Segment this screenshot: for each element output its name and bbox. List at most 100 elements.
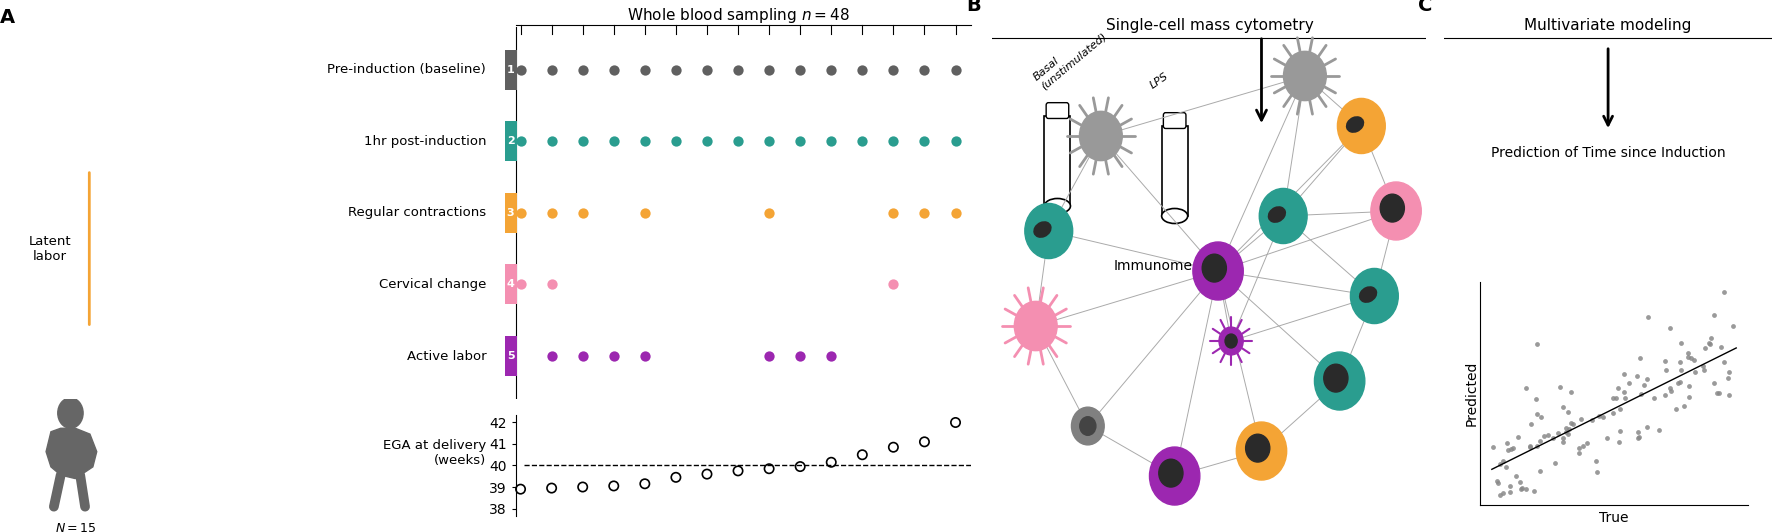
Circle shape bbox=[1079, 111, 1122, 161]
Point bbox=[693, 470, 721, 478]
Point bbox=[817, 65, 845, 74]
Point bbox=[1676, 354, 1705, 363]
Point bbox=[1582, 457, 1611, 466]
Point bbox=[1522, 410, 1550, 419]
Point bbox=[911, 137, 939, 145]
Point bbox=[631, 137, 659, 145]
Point bbox=[661, 473, 689, 481]
Point bbox=[537, 280, 565, 289]
Point bbox=[817, 137, 845, 145]
Point bbox=[1666, 339, 1694, 347]
Point bbox=[1666, 378, 1694, 387]
Point bbox=[1501, 471, 1529, 480]
Point bbox=[1605, 427, 1634, 435]
Point bbox=[1652, 391, 1680, 400]
Point bbox=[787, 462, 815, 471]
Point bbox=[1715, 390, 1744, 399]
Point bbox=[1705, 389, 1733, 398]
Circle shape bbox=[1201, 254, 1226, 282]
Point bbox=[1675, 393, 1703, 401]
Point bbox=[631, 352, 659, 360]
Point bbox=[599, 481, 627, 490]
Circle shape bbox=[1014, 301, 1058, 351]
Text: Pre-induction (baseline): Pre-induction (baseline) bbox=[328, 63, 486, 76]
Point bbox=[537, 209, 565, 217]
Text: Prediction of Time since Induction: Prediction of Time since Induction bbox=[1490, 146, 1726, 160]
Text: 5: 5 bbox=[507, 351, 514, 361]
FancyBboxPatch shape bbox=[1164, 113, 1185, 129]
Polygon shape bbox=[46, 428, 97, 479]
Circle shape bbox=[1193, 242, 1244, 300]
Point bbox=[1630, 381, 1659, 389]
Text: 1hr post-induction: 1hr post-induction bbox=[363, 135, 486, 148]
Point bbox=[1609, 369, 1637, 378]
Text: Latent
labor: Latent labor bbox=[28, 235, 71, 263]
Point bbox=[1554, 408, 1582, 416]
Point bbox=[755, 65, 783, 74]
Point bbox=[1696, 340, 1724, 348]
Circle shape bbox=[1024, 203, 1072, 259]
Point bbox=[537, 65, 565, 74]
Circle shape bbox=[1324, 364, 1348, 392]
Text: Immunome: Immunome bbox=[1113, 259, 1193, 273]
Point bbox=[1558, 388, 1586, 396]
Point bbox=[1690, 344, 1719, 353]
Point bbox=[1566, 415, 1595, 423]
Text: Active labor: Active labor bbox=[406, 350, 486, 362]
Point bbox=[1565, 444, 1593, 453]
Point bbox=[1627, 353, 1655, 362]
Ellipse shape bbox=[1162, 209, 1187, 223]
Point bbox=[1669, 402, 1698, 410]
Point bbox=[1627, 390, 1655, 398]
Point bbox=[911, 209, 939, 217]
Point bbox=[569, 137, 597, 145]
Point bbox=[1675, 353, 1703, 361]
Text: Single-cell mass cytometry: Single-cell mass cytometry bbox=[1106, 19, 1313, 34]
Text: A: A bbox=[0, 8, 16, 27]
Point bbox=[537, 137, 565, 145]
FancyBboxPatch shape bbox=[1162, 126, 1187, 216]
Point bbox=[507, 280, 535, 289]
Point bbox=[1549, 403, 1577, 411]
Circle shape bbox=[1224, 334, 1237, 348]
Text: Multivariate modeling: Multivariate modeling bbox=[1524, 19, 1692, 34]
Point bbox=[1634, 313, 1662, 321]
Point bbox=[1605, 437, 1634, 446]
Circle shape bbox=[1219, 327, 1244, 355]
Point bbox=[849, 451, 877, 459]
Point bbox=[879, 65, 907, 74]
Point bbox=[1582, 468, 1611, 476]
Point bbox=[1682, 368, 1710, 377]
Point bbox=[1488, 457, 1517, 466]
Point bbox=[755, 464, 783, 473]
Point bbox=[1598, 409, 1627, 417]
Point bbox=[599, 137, 627, 145]
Point bbox=[1662, 405, 1690, 413]
Point bbox=[817, 352, 845, 360]
Point bbox=[1680, 356, 1708, 364]
Point bbox=[1494, 439, 1522, 447]
Point bbox=[631, 209, 659, 217]
Point bbox=[787, 65, 815, 74]
Point bbox=[817, 458, 845, 467]
Point bbox=[1565, 448, 1593, 457]
Point bbox=[941, 137, 969, 145]
Point bbox=[1524, 339, 1552, 348]
Point bbox=[1650, 357, 1678, 365]
Point bbox=[1483, 477, 1512, 485]
Point bbox=[1694, 339, 1722, 347]
Point bbox=[879, 137, 907, 145]
Point bbox=[507, 485, 535, 493]
Text: 1: 1 bbox=[507, 64, 514, 74]
Circle shape bbox=[58, 398, 83, 428]
Circle shape bbox=[1150, 447, 1200, 505]
Point bbox=[1710, 288, 1738, 296]
Circle shape bbox=[1372, 182, 1421, 240]
Point bbox=[599, 65, 627, 74]
Point bbox=[1657, 384, 1685, 393]
Point bbox=[755, 137, 783, 145]
Point bbox=[1605, 405, 1634, 413]
Text: 4: 4 bbox=[507, 279, 514, 289]
Point bbox=[1538, 434, 1566, 442]
Point bbox=[1496, 481, 1524, 490]
